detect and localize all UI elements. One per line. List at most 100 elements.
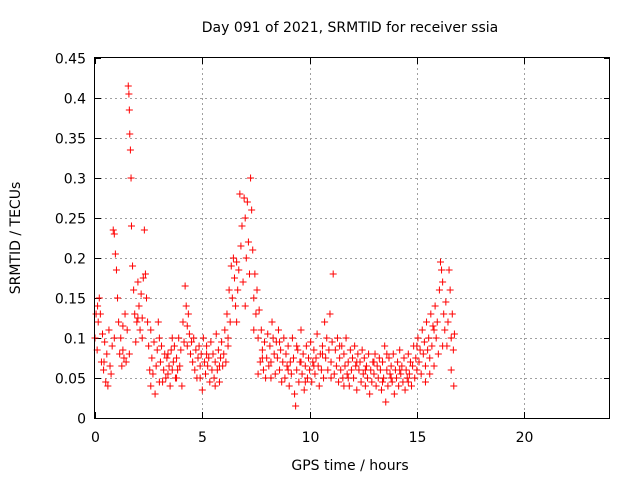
data-point	[395, 382, 403, 390]
data-point	[124, 82, 132, 90]
data-point	[412, 354, 420, 362]
data-point	[293, 342, 301, 350]
data-point	[183, 322, 191, 330]
data-point	[233, 318, 241, 326]
data-point	[398, 362, 406, 370]
data-point	[364, 374, 372, 382]
data-point	[342, 334, 350, 342]
data-point	[126, 146, 134, 154]
data-point	[370, 370, 378, 378]
data-point	[404, 378, 412, 386]
data-point	[450, 382, 458, 390]
y-tick-label: 0.1	[64, 332, 86, 348]
data-point	[166, 382, 174, 390]
data-point	[254, 370, 262, 378]
data-point	[280, 334, 288, 342]
data-point	[223, 310, 231, 318]
data-point	[127, 222, 135, 230]
data-point	[381, 342, 389, 350]
y-tick-label: 0.3	[64, 172, 86, 188]
data-point	[228, 294, 236, 302]
data-point	[327, 374, 335, 382]
data-point	[140, 226, 148, 234]
data-point	[385, 354, 393, 362]
data-point	[212, 330, 220, 338]
data-point	[331, 346, 339, 354]
data-point	[333, 334, 341, 342]
data-point	[218, 338, 226, 346]
data-point	[405, 370, 413, 378]
data-point	[283, 362, 291, 370]
data-point	[131, 310, 139, 318]
data-point	[249, 246, 257, 254]
x-tick-label: 5	[198, 430, 207, 446]
data-point	[292, 402, 300, 410]
data-point	[244, 238, 252, 246]
data-point	[179, 318, 187, 326]
data-point	[434, 350, 442, 358]
data-point	[204, 362, 212, 370]
data-point	[439, 342, 447, 350]
data-point	[254, 334, 262, 342]
data-point	[189, 358, 197, 366]
data-point	[344, 358, 352, 366]
data-point	[380, 374, 388, 382]
x-tick-label: 20	[516, 430, 534, 446]
data-point	[310, 346, 318, 354]
data-point	[360, 354, 368, 362]
data-point	[127, 174, 135, 182]
data-point	[379, 378, 387, 386]
data-point	[285, 382, 293, 390]
data-point	[268, 318, 276, 326]
data-point	[449, 346, 457, 354]
data-point	[306, 366, 314, 374]
data-point	[430, 362, 438, 370]
data-point	[450, 330, 458, 338]
data-point	[357, 378, 365, 386]
data-point	[250, 294, 258, 302]
data-point	[329, 270, 337, 278]
x-tick-label: 10	[302, 430, 320, 446]
data-point	[125, 350, 133, 358]
data-point	[441, 326, 449, 334]
data-point	[402, 366, 410, 374]
data-point	[397, 370, 405, 378]
data-point	[439, 278, 447, 286]
data-point	[205, 354, 213, 362]
data-point	[100, 358, 108, 366]
x-tick-label: 15	[409, 430, 427, 446]
data-point	[315, 382, 323, 390]
data-point	[248, 206, 256, 214]
data-point	[336, 342, 344, 350]
data-point	[308, 378, 316, 386]
data-point	[423, 318, 431, 326]
data-point	[160, 366, 168, 374]
data-point	[151, 390, 159, 398]
data-point	[403, 374, 411, 382]
data-point	[287, 370, 295, 378]
data-point	[224, 342, 232, 350]
data-point	[362, 362, 370, 370]
x-axis-label: GPS time / hours	[291, 458, 408, 474]
data-point	[326, 310, 334, 318]
data-point	[344, 374, 352, 382]
data-point	[186, 350, 194, 358]
data-point	[332, 362, 340, 370]
data-point	[163, 354, 171, 362]
data-point	[257, 326, 265, 334]
data-point	[250, 326, 258, 334]
data-point	[229, 254, 237, 262]
y-tick-label: 0.2	[64, 252, 86, 268]
data-point	[146, 366, 154, 374]
x-tick-label: 0	[91, 430, 100, 446]
data-point	[110, 334, 118, 342]
data-point	[168, 334, 176, 342]
data-point	[297, 358, 305, 366]
data-point	[156, 358, 164, 366]
data-point	[199, 334, 207, 342]
data-point	[139, 274, 147, 282]
data-point	[335, 378, 343, 386]
data-point	[426, 354, 434, 362]
data-point	[277, 346, 285, 354]
data-point	[134, 278, 142, 286]
